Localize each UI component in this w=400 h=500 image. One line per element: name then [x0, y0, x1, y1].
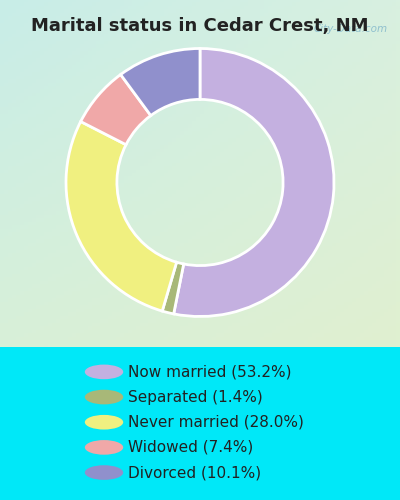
Text: Widowed (7.4%): Widowed (7.4%)	[128, 440, 253, 455]
Text: City-Data.com: City-Data.com	[314, 24, 388, 34]
Text: Divorced (10.1%): Divorced (10.1%)	[128, 465, 261, 480]
Text: Never married (28.0%): Never married (28.0%)	[128, 414, 304, 430]
Circle shape	[85, 465, 123, 480]
Wedge shape	[81, 74, 151, 144]
Text: Now married (53.2%): Now married (53.2%)	[128, 364, 292, 380]
Circle shape	[85, 364, 123, 379]
Text: Marital status in Cedar Crest, NM: Marital status in Cedar Crest, NM	[31, 16, 369, 34]
Wedge shape	[174, 48, 334, 316]
Circle shape	[85, 415, 123, 430]
Wedge shape	[121, 48, 200, 116]
Text: Separated (1.4%): Separated (1.4%)	[128, 390, 263, 404]
Wedge shape	[66, 122, 176, 311]
Wedge shape	[162, 262, 184, 314]
Circle shape	[85, 390, 123, 404]
Circle shape	[85, 440, 123, 454]
